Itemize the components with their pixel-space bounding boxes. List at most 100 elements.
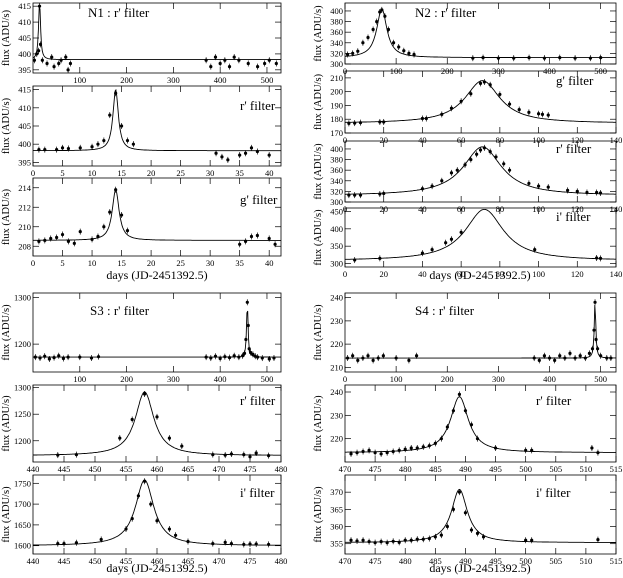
y-tick-label: 210 <box>330 73 343 83</box>
data-point <box>242 452 246 457</box>
data-point <box>361 538 365 542</box>
y-tick-label: 340 <box>330 176 343 186</box>
data-point <box>375 19 379 24</box>
panel-title: r' filter <box>240 393 276 408</box>
data-point <box>273 242 277 246</box>
x-tick-label: 460 <box>151 464 164 474</box>
y-tick-label: 240 <box>330 293 343 303</box>
x-tick-label: 500 <box>519 464 532 474</box>
data-point <box>590 347 595 351</box>
data-point <box>254 451 258 455</box>
data-point <box>59 58 63 62</box>
plot-frame <box>344 70 617 134</box>
y-tick-label: 1250 <box>14 409 31 419</box>
data-point <box>353 193 357 197</box>
data-point <box>272 356 276 360</box>
x-tick-label: 505 <box>549 556 562 566</box>
y-tick-label: 320 <box>330 48 343 58</box>
data-point <box>155 415 159 419</box>
data-point <box>238 153 242 157</box>
data-point <box>355 539 359 543</box>
x-tick-label: 80 <box>496 269 505 279</box>
x-tick-label: 495 <box>489 556 502 566</box>
data-point <box>358 193 363 197</box>
data-point <box>439 437 443 441</box>
x-tick-label: 485 <box>429 556 442 566</box>
data-point <box>244 337 248 342</box>
data-point <box>595 347 600 351</box>
data-point <box>72 241 76 245</box>
x-tick-label: 20 <box>147 258 156 268</box>
panel-s3-r: 1200 1250 1300 440 445 450 455 460 465 470 475 480 f… <box>1 383 287 474</box>
data-point <box>237 355 241 359</box>
data-point <box>35 52 39 56</box>
data-point <box>412 52 416 57</box>
data-point <box>532 356 536 360</box>
data-point <box>475 437 480 441</box>
x-tick-label: 20 <box>379 135 388 145</box>
panel-n2-g: 170 180 190 200 210 0 20 40 60 80 100 120 140 flux (A… <box>313 70 622 145</box>
data-point <box>397 540 401 544</box>
x-tick-label: 5 <box>60 258 64 268</box>
data-point <box>214 151 218 155</box>
y-axis-label: flux (ADU/s) <box>313 486 324 543</box>
x-tick-label: 440 <box>27 464 40 474</box>
data-point <box>366 35 370 40</box>
x-tick-label: 500 <box>261 374 274 384</box>
panel-title: r' filter <box>556 141 592 156</box>
data-point <box>592 328 596 332</box>
data-point <box>478 148 483 152</box>
data-point <box>267 236 271 241</box>
data-point <box>457 392 462 396</box>
y-axis-label: flux (ADU/s) <box>313 73 324 130</box>
data-point <box>56 542 60 546</box>
x-tick-label: 475 <box>244 464 257 474</box>
data-point <box>223 453 227 457</box>
data-point <box>57 61 61 66</box>
data-point <box>449 237 454 241</box>
panel-title: S3 : r' filter <box>90 303 150 318</box>
x-tick-label: 25 <box>176 168 185 178</box>
data-point <box>433 535 437 539</box>
data-point <box>420 116 425 121</box>
data-point <box>449 171 454 175</box>
data-point <box>507 102 512 106</box>
data-point <box>475 152 479 156</box>
y-tick-label: 212 <box>18 202 31 212</box>
data-point <box>469 528 474 532</box>
data-point <box>445 425 449 429</box>
data-point <box>56 453 60 457</box>
data-point <box>211 542 215 546</box>
y-tick-label: 400 <box>18 139 31 149</box>
data-point <box>380 8 384 12</box>
data-point <box>180 444 184 448</box>
panel-title: i' filter <box>240 485 275 500</box>
data-point <box>595 190 599 195</box>
x-tick-label: 300 <box>167 75 180 85</box>
data-point <box>74 452 78 457</box>
x-tick-label: 400 <box>214 75 227 85</box>
data-point <box>512 56 516 60</box>
data-point <box>583 356 587 360</box>
data-point <box>114 188 118 192</box>
x-tick-label: 445 <box>58 556 71 566</box>
data-point <box>382 191 386 196</box>
plot-frame <box>344 384 617 463</box>
data-point <box>402 49 406 53</box>
x-tick-label: 0 <box>343 269 347 279</box>
y-tick-label: 410 <box>18 103 31 113</box>
data-point <box>424 116 428 121</box>
data-point <box>593 300 597 304</box>
data-point <box>407 51 411 55</box>
y-tick-label: 230 <box>330 316 343 326</box>
x-tick-label: 100 <box>532 135 545 145</box>
y-tick-label: 360 <box>330 165 343 175</box>
data-point <box>371 27 375 32</box>
x-tick-label: 475 <box>369 464 382 474</box>
y-tick-label: 300 <box>330 259 343 269</box>
data-point <box>537 358 541 362</box>
x-tick-label: 470 <box>339 556 352 566</box>
data-point <box>546 185 550 189</box>
data-point <box>439 533 443 537</box>
panel-s3-i: 1600 1650 1700 1750 440 445 450 455 460 465 470 475… <box>1 474 287 566</box>
